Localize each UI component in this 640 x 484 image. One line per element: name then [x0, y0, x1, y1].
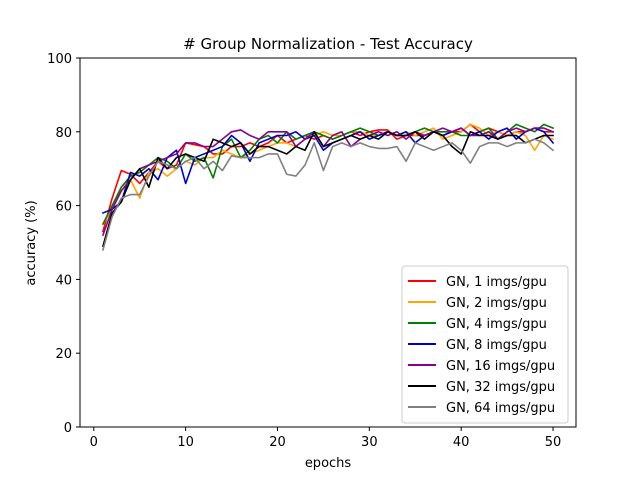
- y-axis-label: accuracy (%): [24, 200, 39, 285]
- legend-label: GN, 4 imgs/gpu: [446, 317, 547, 332]
- series-line-4: [101, 127, 555, 215]
- series-line-2: [101, 123, 555, 226]
- x-tick-label: 40: [453, 435, 470, 450]
- y-tick-label: 80: [55, 126, 72, 141]
- legend: GN, 1 imgs/gpu GN, 2 imgs/gpu GN, 4 imgs/g…: [401, 265, 569, 424]
- x-tick-label: 30: [361, 435, 378, 450]
- legend-label: GN, 2 imgs/gpu: [446, 296, 547, 311]
- plot-area: 0 10 20 30 40 50 0 20 40 60 80 100: [47, 52, 577, 450]
- series-line-7: [101, 138, 555, 251]
- y-tick-label: 40: [55, 273, 72, 288]
- legend-label: GN, 32 imgs/gpu: [446, 380, 555, 395]
- x-tick-label: 0: [90, 435, 98, 450]
- y-tick-label: 100: [47, 52, 72, 67]
- legend-label: GN, 64 imgs/gpu: [446, 401, 555, 416]
- y-tick-label: 60: [55, 200, 72, 215]
- y-tick-label: 20: [55, 347, 72, 362]
- legend-label: GN, 8 imgs/gpu: [446, 338, 547, 353]
- plot-frame: [79, 57, 577, 428]
- legend-box: [401, 265, 569, 424]
- x-axis-label: epochs: [305, 456, 352, 471]
- legend-label: GN, 1 imgs/gpu: [446, 275, 547, 290]
- chart-title: # Group Normalization - Test Accuracy: [183, 35, 473, 53]
- x-tick-label: 20: [269, 435, 286, 450]
- x-tick-label: 10: [177, 435, 194, 450]
- y-tick-label: 0: [64, 421, 72, 436]
- series-line-6: [101, 131, 554, 248]
- legend-label: GN, 16 imgs/gpu: [446, 359, 555, 374]
- x-tick-label: 50: [545, 435, 562, 450]
